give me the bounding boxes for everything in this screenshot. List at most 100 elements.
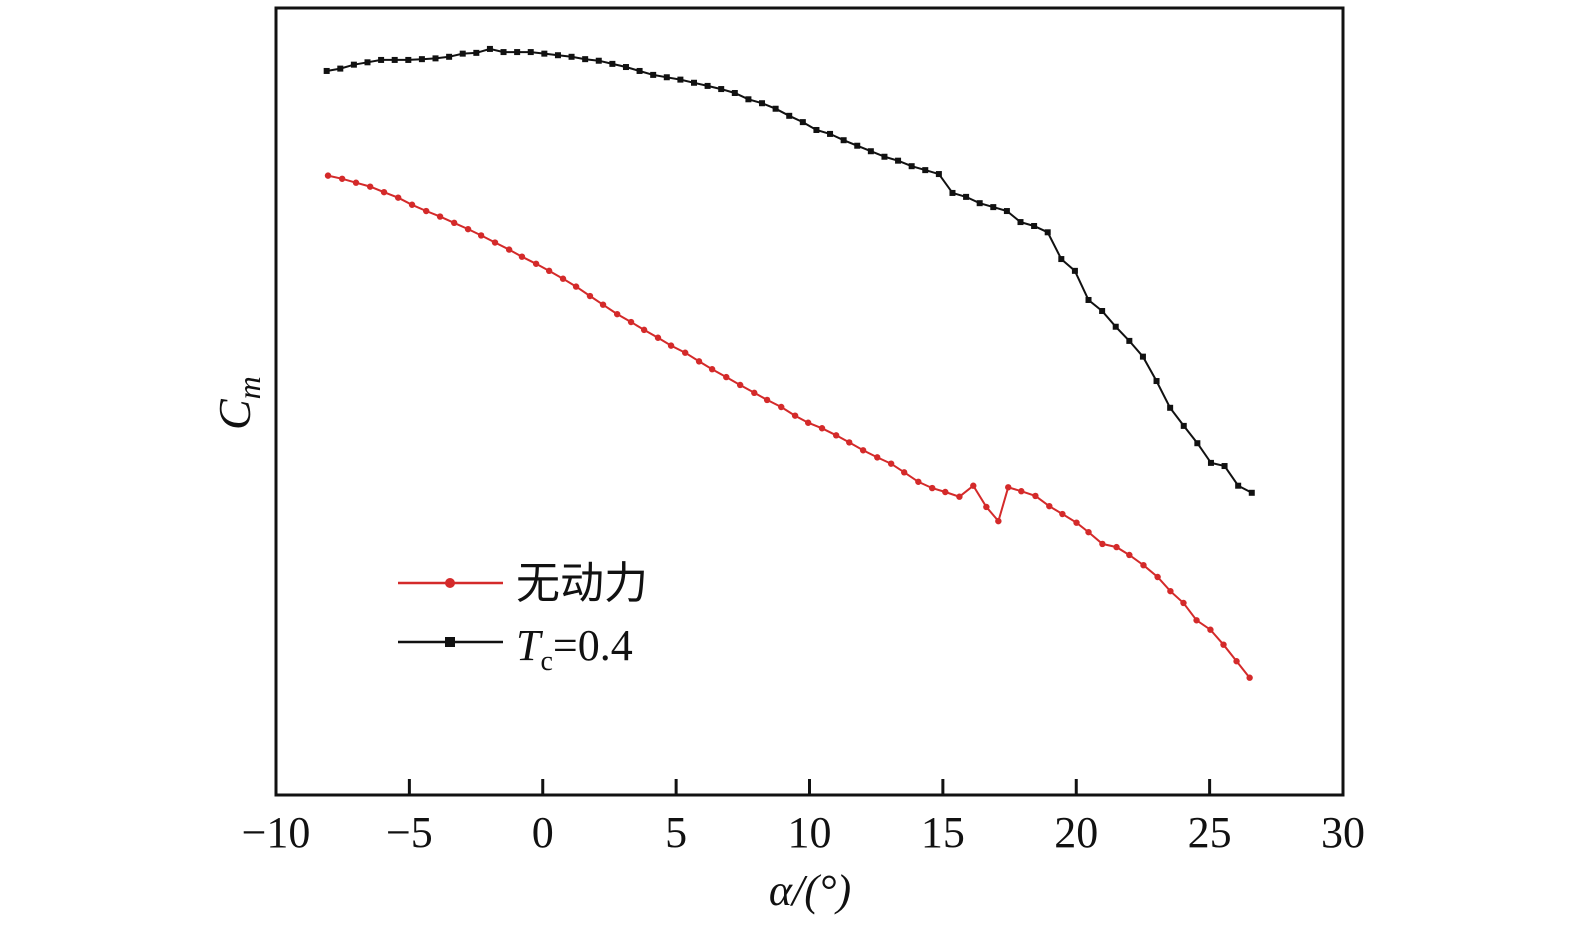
data-point xyxy=(380,188,388,196)
data-point xyxy=(627,318,635,326)
data-point xyxy=(786,112,793,119)
legend-marker-no-power xyxy=(445,578,455,588)
data-point xyxy=(640,326,648,334)
data-point xyxy=(846,439,853,446)
data-point xyxy=(337,65,344,72)
data-point xyxy=(1207,459,1214,466)
data-point xyxy=(690,79,697,86)
data-point xyxy=(759,100,766,107)
data-point xyxy=(677,76,684,83)
data-point xyxy=(586,292,594,300)
x-axis-label: α/(°) xyxy=(769,866,851,915)
data-point xyxy=(1032,492,1039,500)
legend-label-tc-subscript: c xyxy=(540,646,552,677)
data-point xyxy=(867,148,874,155)
y-axis-label-subscript: m xyxy=(231,376,267,399)
data-point xyxy=(900,469,908,476)
data-point xyxy=(1193,617,1200,624)
data-point xyxy=(922,167,929,174)
data-point xyxy=(736,381,744,389)
data-point xyxy=(1003,208,1010,215)
data-point xyxy=(895,157,902,164)
data-point xyxy=(859,447,867,454)
x-tick-label: −10 xyxy=(242,808,311,857)
data-point xyxy=(778,403,785,411)
legend-label-tc-main: T xyxy=(516,621,544,670)
data-point xyxy=(1017,219,1024,226)
legend-label-no-power: 无动力 xyxy=(516,559,648,608)
data-point xyxy=(704,82,711,89)
data-point xyxy=(804,419,812,426)
data-point xyxy=(1059,510,1066,518)
data-point xyxy=(1221,463,1228,470)
data-point xyxy=(378,56,385,63)
data-point xyxy=(840,137,847,144)
data-point xyxy=(772,105,779,112)
data-point xyxy=(745,96,752,103)
data-point xyxy=(568,53,575,60)
data-point xyxy=(408,201,416,208)
data-point xyxy=(1248,489,1255,496)
x-tick-label: 30 xyxy=(1321,808,1365,857)
data-point xyxy=(446,53,453,60)
data-point xyxy=(990,204,997,211)
x-tick-label: 15 xyxy=(921,808,965,857)
data-point xyxy=(366,183,374,190)
data-point xyxy=(949,189,956,196)
data-point xyxy=(908,163,915,170)
data-point xyxy=(1031,222,1038,229)
data-point xyxy=(995,517,1002,525)
data-point xyxy=(405,56,412,63)
data-point xyxy=(595,57,602,64)
series-group xyxy=(323,45,1255,681)
data-point xyxy=(723,373,730,381)
data-point xyxy=(663,74,670,81)
x-tick-label: −5 xyxy=(386,808,433,857)
data-point xyxy=(963,193,970,200)
legend: 无动力 Tc=0.4 xyxy=(398,559,648,677)
data-point xyxy=(1233,658,1240,665)
data-point xyxy=(599,301,607,308)
data-point xyxy=(473,49,480,56)
y-axis-label: Cm xyxy=(209,376,267,430)
data-point xyxy=(1005,484,1012,491)
legend-label-tc: Tc=0.4 xyxy=(516,621,633,677)
data-point xyxy=(1194,440,1201,447)
data-point xyxy=(1246,674,1253,681)
data-point xyxy=(887,460,895,467)
data-point xyxy=(545,267,553,275)
y-axis-label-main: C xyxy=(209,398,260,430)
x-tick-label: 25 xyxy=(1188,808,1232,857)
data-point xyxy=(731,89,738,96)
data-point xyxy=(323,67,330,74)
data-point xyxy=(827,130,834,137)
x-tick-label: 10 xyxy=(788,808,832,857)
data-point xyxy=(500,49,507,56)
data-point xyxy=(609,60,616,67)
data-point xyxy=(541,50,548,57)
data-point xyxy=(1044,229,1051,236)
data-point xyxy=(514,49,521,56)
series-line-0 xyxy=(327,174,1251,679)
data-point xyxy=(915,478,922,485)
data-point xyxy=(477,232,485,239)
data-point xyxy=(881,153,888,160)
data-point xyxy=(818,425,826,432)
data-point xyxy=(394,194,402,201)
data-point xyxy=(1018,488,1025,495)
data-point xyxy=(832,432,840,439)
data-point xyxy=(422,207,430,215)
data-point xyxy=(338,175,346,182)
data-point xyxy=(1085,296,1092,303)
data-point xyxy=(695,358,703,365)
data-point xyxy=(505,246,513,253)
data-point xyxy=(1073,519,1080,526)
data-point xyxy=(1112,323,1119,330)
data-point xyxy=(1099,540,1106,548)
data-point xyxy=(1126,551,1133,559)
data-point xyxy=(654,334,662,341)
data-point xyxy=(572,283,580,290)
data-point xyxy=(1071,267,1078,274)
data-point xyxy=(350,61,357,68)
